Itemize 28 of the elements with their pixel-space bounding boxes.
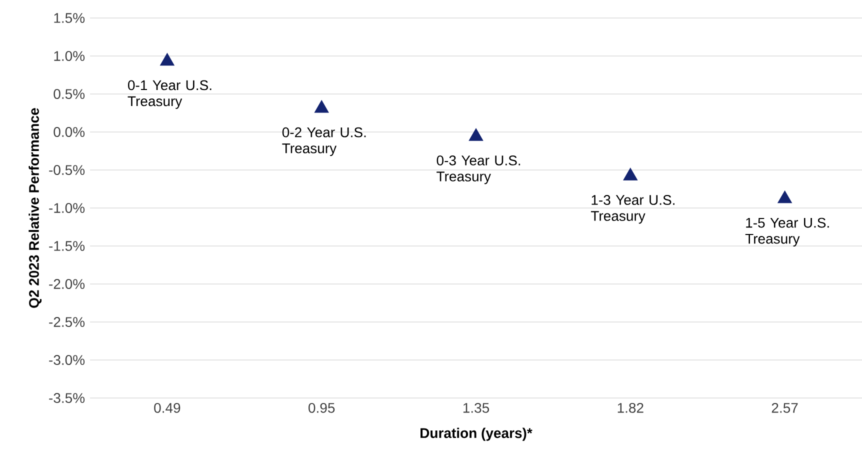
y-tick-label: -3.5%: [49, 393, 85, 403]
annotation: 0-1 Year U.S. Treasury: [128, 80, 212, 109]
point: [623, 168, 638, 180]
x-tick-label: 0.49: [154, 402, 180, 413]
y-tick-label: 1.5%: [54, 13, 85, 23]
point: [468, 128, 484, 141]
y-tick-label: -1.0%: [49, 203, 85, 213]
y-tick-label: 1.0%: [54, 51, 85, 61]
point: [778, 190, 792, 204]
x-tick-label: 1.82: [618, 402, 644, 413]
y-tick-label: -0.5%: [49, 165, 85, 175]
annotation: 1-3 Year U.S. Treasury: [590, 195, 674, 224]
x-tick-label: 2.57: [772, 402, 798, 413]
y-tick-label: -1.5%: [49, 241, 85, 251]
y-tick-label: -2.5%: [49, 317, 85, 327]
y-tick-label: -3.0%: [49, 355, 85, 365]
point: [160, 53, 174, 66]
x-tick-label: 0.95: [308, 402, 335, 413]
x-tick-label: 1.35: [463, 402, 490, 413]
annotation: 0-3 Year U.S. Treasury: [436, 156, 520, 184]
annotation: 1-5 Year U.S. Treasury: [745, 218, 829, 246]
point: [314, 100, 329, 113]
y-axis-title: Q2 2023 Relative Performance: [28, 108, 42, 308]
y-tick-label: -2.0%: [49, 279, 85, 289]
y-tick-label: 0.5%: [54, 89, 85, 99]
x-axis-title: Duration (years)*: [420, 428, 532, 441]
annotation: 0-2 Year U.S. Treasury: [282, 127, 366, 156]
y-tick-label: 0.0%: [54, 127, 85, 137]
